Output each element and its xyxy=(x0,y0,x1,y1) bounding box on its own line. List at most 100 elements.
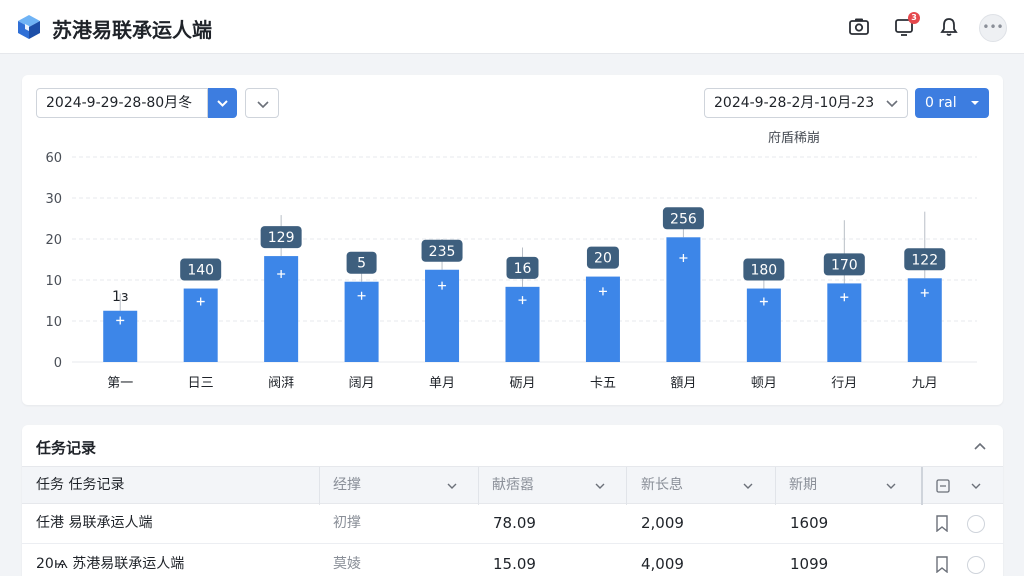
caret-down-icon xyxy=(971,101,979,105)
y-tick-label: 10 xyxy=(45,315,62,330)
column-header-name[interactable]: 任务 任务记录 xyxy=(36,477,125,493)
data-label-bg xyxy=(346,251,377,274)
x-tick-label: 顿月 xyxy=(751,376,777,391)
data-label: 1з xyxy=(112,289,128,305)
cell-name: 20ѩ 苏港易联承运人端 xyxy=(36,556,185,572)
data-label: 16 xyxy=(514,261,532,277)
date-dropdown-button[interactable] xyxy=(208,88,237,118)
data-label: 235 xyxy=(429,244,456,260)
row-select-radio[interactable] xyxy=(967,556,985,574)
chevron-down-icon xyxy=(595,483,605,489)
camera-icon[interactable] xyxy=(848,16,870,38)
chevron-up-icon[interactable] xyxy=(972,439,988,455)
y-tick-label: 30 xyxy=(45,192,62,207)
column-header-type[interactable]: 经撑 xyxy=(333,467,473,505)
column-header-v1-label: 献痞嚣 xyxy=(492,477,534,493)
end-date-value: 2024-9-28-2月-10月-23 xyxy=(714,95,875,111)
bar-marker xyxy=(277,269,286,278)
bar-marker xyxy=(920,288,929,297)
column-divider xyxy=(319,467,320,505)
data-label-bg xyxy=(743,258,785,281)
bar-marker xyxy=(518,296,527,305)
chevron-down-icon xyxy=(886,100,898,108)
start-date-picker[interactable]: 2024-9-29-28-80月冬 xyxy=(36,88,208,118)
data-label-bg xyxy=(904,248,946,271)
x-tick-label: 砺月 xyxy=(509,376,535,391)
x-tick-label: 阀湃 xyxy=(268,376,294,391)
data-label: 20 xyxy=(594,251,612,267)
bar-chart: 60 30 20 10 10 0 1з 第一 140 日三 129 阀湃 5 阔月 235 单月 16 砺月 20 卡… xyxy=(45,151,977,391)
column-divider xyxy=(921,467,923,505)
x-tick-label: 阔月 xyxy=(349,376,375,391)
data-label-bg xyxy=(823,253,865,276)
bar-marker xyxy=(759,297,768,306)
bar-marker xyxy=(438,281,447,290)
column-header-v3-label: 新期 xyxy=(789,477,817,493)
cell-type: 莫婈 xyxy=(333,556,361,572)
data-label-bg xyxy=(586,246,619,269)
chart-card: 2024-9-29-28-80月冬 2024-9-28-2月-10月-23 0 … xyxy=(22,75,1003,405)
table-header: 任务 任务记录 经撑 献痞嚣 新长息 新期 xyxy=(22,466,1003,505)
column-header-v2[interactable]: 新长息 xyxy=(641,467,781,505)
bookmark-icon[interactable] xyxy=(935,515,949,532)
chevron-down-icon[interactable] xyxy=(970,480,982,492)
cell-v1: 15.09 xyxy=(493,555,536,573)
x-tick-label: 行月 xyxy=(831,376,857,391)
chevron-down-icon xyxy=(886,483,896,489)
bar-marker xyxy=(357,291,366,300)
cell-v1: 78.09 xyxy=(493,514,536,532)
column-settings-icon[interactable] xyxy=(936,479,950,493)
chevron-down-icon xyxy=(257,101,269,109)
cell-v2: 4,009 xyxy=(641,555,684,573)
cell-name: 任港 易联承运人端 xyxy=(36,515,153,531)
chevron-down-icon xyxy=(217,100,228,107)
table-row[interactable]: 任港 易联承运人端 初撑 78.09 2,009 1609 xyxy=(22,504,1003,544)
filter-button-label: 0 ral xyxy=(925,95,957,111)
cell-v3: 1609 xyxy=(790,514,829,532)
column-header-v3[interactable]: 新期 xyxy=(789,467,929,505)
column-divider xyxy=(775,467,776,505)
column-header-v1[interactable]: 献痞嚣 xyxy=(492,467,632,505)
chevron-down-icon xyxy=(447,483,457,489)
data-label: 122 xyxy=(911,252,938,268)
chevron-down-icon xyxy=(743,483,753,489)
table-row[interactable]: 20ѩ 苏港易联承运人端 莫婈 15.09 4,009 1099 xyxy=(22,545,1003,576)
x-tick-label: 单月 xyxy=(429,376,455,391)
notification-icon[interactable] xyxy=(893,16,915,38)
range-dropdown-button[interactable] xyxy=(245,88,279,118)
cell-v3: 1099 xyxy=(790,555,829,573)
x-tick-label: 第一 xyxy=(107,376,133,391)
column-divider xyxy=(626,467,627,505)
data-label: 256 xyxy=(670,211,697,227)
bell-icon[interactable] xyxy=(938,16,960,38)
bar-marker xyxy=(840,293,849,302)
avatar[interactable]: ••• xyxy=(979,14,1007,42)
bar-marker xyxy=(598,287,607,296)
bar-marker xyxy=(196,297,205,306)
y-tick-label: 20 xyxy=(45,233,62,248)
data-label: 180 xyxy=(750,263,777,279)
data-label: 140 xyxy=(187,263,214,279)
row-select-radio[interactable] xyxy=(967,515,985,533)
app-header: 苏港易联承运人端 3 ••• xyxy=(0,0,1024,54)
cell-v2: 2,009 xyxy=(641,514,684,532)
column-header-type-label: 经撑 xyxy=(333,477,361,493)
x-tick-label: 日三 xyxy=(188,376,214,391)
bookmark-icon[interactable] xyxy=(935,556,949,573)
x-tick-label: 九月 xyxy=(912,376,938,391)
filter-button[interactable]: 0 ral xyxy=(915,88,989,118)
end-date-picker[interactable]: 2024-9-28-2月-10月-23 xyxy=(704,88,908,118)
data-label-bg xyxy=(506,256,539,279)
column-divider xyxy=(478,467,479,505)
data-label-bg xyxy=(260,226,302,249)
notification-badge: 3 xyxy=(908,12,920,24)
task-record-card: 任务记录 任务 任务记录 经撑 献痞嚣 新长息 新期 xyxy=(22,425,1003,576)
app-title: 苏港易联承运人端 xyxy=(52,18,212,42)
x-tick-label: 卡五 xyxy=(590,376,616,391)
data-label-bg xyxy=(180,258,222,281)
bar-marker xyxy=(116,316,125,325)
data-label-bg xyxy=(421,239,463,262)
x-tick-label: 額月 xyxy=(670,376,696,391)
y-tick-label: 60 xyxy=(45,151,62,166)
bar-marker xyxy=(679,253,688,262)
